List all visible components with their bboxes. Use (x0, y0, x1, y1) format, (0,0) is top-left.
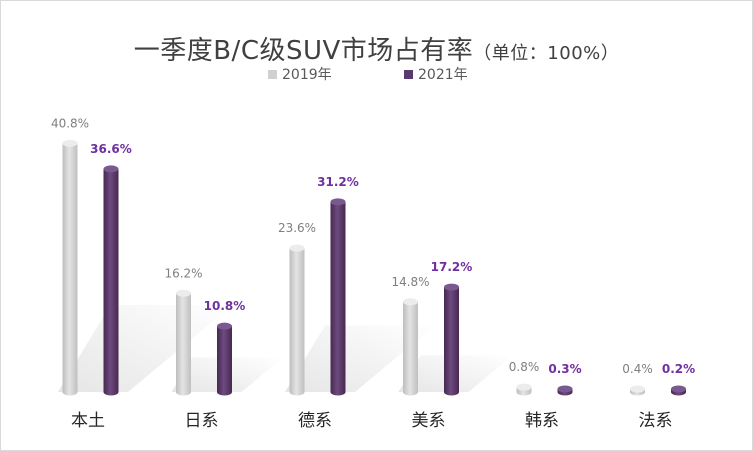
bar-base-cap (516, 388, 532, 396)
value-label-2019: 0.8% (509, 360, 540, 374)
bar-2019 (403, 301, 418, 392)
bar-2019 (62, 143, 78, 392)
bar-top-cap (557, 385, 573, 393)
value-label-2019: 16.2% (164, 266, 202, 280)
bar-top-cap (62, 139, 78, 147)
chart-title-text: 一季度B/C级SUV市场占有率 (133, 36, 474, 66)
bar-top-cap (330, 198, 346, 206)
category-label: 韩系 (525, 411, 559, 431)
bar-2021 (444, 287, 459, 392)
bar-2019 (176, 293, 191, 392)
category-labels: 本土 日系 德系 美系 韩系 法系 (71, 411, 673, 431)
legend-item-2019: 2019年 (268, 64, 332, 84)
category-label: 日系 (185, 411, 219, 431)
bar-top-cap (217, 322, 232, 330)
bar-base-cap (176, 388, 191, 396)
value-label-2021: 36.6% (90, 142, 132, 156)
chart-subtitle: （单位：100%） (473, 43, 620, 64)
bar-top-cap (516, 383, 532, 391)
legend-item-2021: 2021年 (404, 64, 468, 84)
category-label: 德系 (298, 411, 332, 431)
bar-top-cap (671, 385, 686, 393)
value-label-2021: 10.8% (204, 299, 246, 313)
bar-2019 (289, 248, 305, 392)
category-label: 法系 (639, 411, 673, 431)
value-label-2021: 31.2% (317, 175, 359, 189)
category-label: 本土 (71, 411, 105, 431)
value-label-2019: 0.4% (622, 362, 653, 376)
bar-base-cap (217, 388, 232, 396)
bar-2021 (217, 326, 232, 392)
legend-label-2019: 2019年 (282, 67, 332, 83)
legend-swatch-2021 (404, 69, 413, 79)
bar-base-cap (444, 388, 459, 396)
value-label-2021: 0.3% (548, 362, 581, 376)
chart-title: 一季度B/C级SUV市场占有率（单位：100%） (0, 30, 753, 67)
bar-top-cap (630, 385, 645, 393)
bar-top-cap (403, 298, 418, 306)
value-label-2021: 0.2% (662, 362, 695, 376)
bar-base-cap (330, 388, 346, 396)
bar-shadow (285, 325, 435, 392)
legend-swatch-2019 (268, 69, 277, 79)
bar-top-cap (176, 289, 191, 297)
value-label-2019: 40.8% (51, 116, 89, 130)
value-label-2021: 17.2% (431, 260, 473, 274)
bar-top-cap (289, 244, 305, 252)
bar-2021 (330, 201, 346, 392)
bar-base-cap (103, 388, 119, 396)
bar-2021 (103, 168, 119, 392)
value-label-2019: 23.6% (278, 221, 316, 235)
bar-base-cap (289, 388, 305, 396)
legend-label-2021: 2021年 (418, 67, 468, 83)
bar-top-cap (103, 165, 119, 173)
bars-group (62, 139, 686, 396)
bar-base-cap (403, 388, 418, 396)
value-labels: 40.8%36.6% 16.2% 10.8% 23.6% 31.2% 14.8%17.2%… (51, 116, 695, 376)
value-label-2019: 14.8% (391, 275, 429, 289)
category-label: 美系 (412, 411, 446, 431)
bar-base-cap (62, 388, 78, 396)
bar-top-cap (444, 283, 459, 291)
